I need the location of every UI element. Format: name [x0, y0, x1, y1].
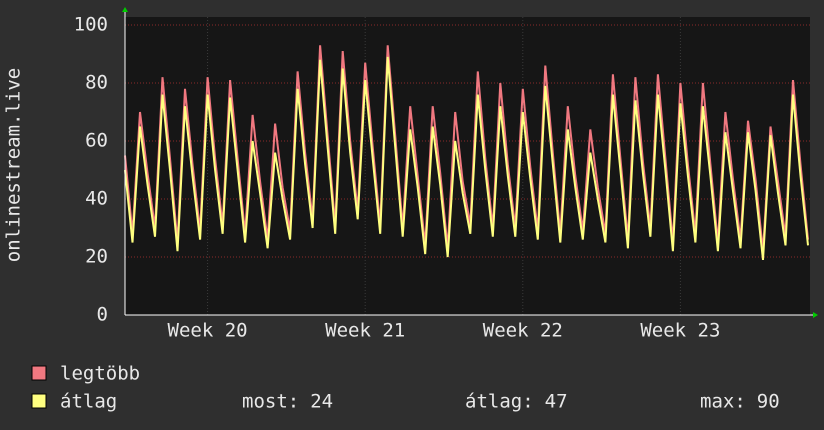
y-tick-label: 80: [85, 72, 108, 94]
y-tick-label: 0: [97, 304, 108, 326]
legend: legtöbb átlag most: 24 átlag: 47 max: 90: [31, 363, 780, 413]
y-axis-label: onlinestream.live: [3, 68, 25, 262]
y-tick-label: 20: [85, 246, 108, 268]
axis-arrow: [813, 312, 818, 318]
legend-label: legtöbb: [60, 363, 140, 385]
stat-value: 90: [757, 391, 780, 413]
stat-label: most:: [242, 391, 299, 413]
y-tick-label: 60: [85, 130, 108, 152]
series-line: [124, 45, 809, 252]
y-tick-label: 100: [74, 14, 108, 36]
plot-area: [125, 17, 810, 315]
stat-value: 24: [310, 391, 333, 413]
axis-arrow: [122, 7, 128, 12]
stat-label: max:: [700, 391, 746, 413]
x-tick-label: Week 20: [168, 320, 248, 342]
y-tick-label: 40: [85, 188, 108, 210]
series-line: [124, 56, 809, 261]
stat-label: átlag:: [465, 391, 534, 413]
legend-label: átlag: [60, 391, 117, 413]
legend-swatch: [31, 365, 47, 381]
stat-value: 47: [545, 391, 568, 413]
lines: [124, 45, 809, 261]
legend-swatch: [31, 393, 47, 409]
x-tick-label: Week 22: [483, 320, 563, 342]
x-tick-label: Week 21: [325, 320, 405, 342]
x-tick-label: Week 23: [640, 320, 720, 342]
